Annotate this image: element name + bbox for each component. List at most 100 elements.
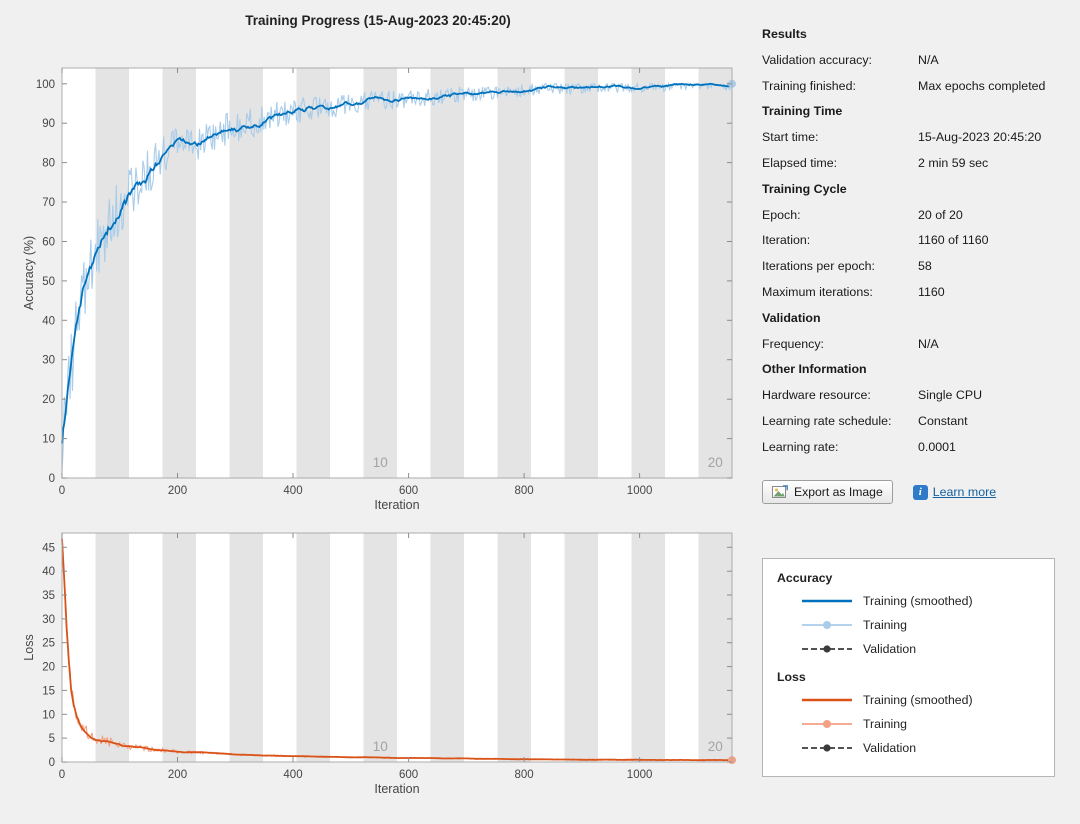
- info-value: Max epochs completed: [918, 78, 1046, 93]
- svg-text:10: 10: [373, 739, 388, 754]
- legend-item: Training: [777, 613, 1054, 637]
- svg-text:20: 20: [42, 394, 55, 406]
- legend: Accuracy Training (smoothed) Training Valid…: [762, 558, 1055, 777]
- info-value: 2 min 59 sec: [918, 155, 989, 170]
- svg-text:200: 200: [168, 769, 187, 781]
- legend-item-label: Validation: [863, 642, 917, 656]
- info-icon: i: [912, 484, 928, 500]
- info-row: Iterations per epoch: 58: [762, 254, 1068, 280]
- svg-text:600: 600: [399, 769, 418, 781]
- legend-item-label: Training (smoothed): [863, 693, 973, 707]
- svg-text:600: 600: [399, 485, 418, 497]
- svg-text:60: 60: [42, 237, 55, 249]
- accuracy-chart: 10 200 200 400 600 800 10000102030405060708090…: [22, 67, 736, 512]
- results-panel: Results Validation accuracy: N/A Training f…: [762, 22, 1068, 461]
- svg-text:1000: 1000: [627, 769, 653, 781]
- svg-text:70: 70: [42, 197, 55, 209]
- svg-text:Accuracy (%): Accuracy (%): [22, 236, 36, 310]
- svg-text:50: 50: [42, 276, 55, 288]
- info-label: Learning rate schedule:: [762, 413, 892, 428]
- section-header: Other Information: [762, 362, 867, 377]
- svg-text:400: 400: [283, 485, 302, 497]
- svg-text:40: 40: [42, 315, 55, 327]
- info-row: Learning rate schedule: Constant: [762, 409, 1068, 435]
- info-row: Validation accuracy: N/A: [762, 48, 1068, 74]
- info-value: 0.0001: [918, 439, 956, 454]
- legend-item: Validation: [777, 736, 1054, 760]
- legend-line-sample: [802, 645, 852, 653]
- svg-text:30: 30: [42, 614, 55, 626]
- info-row: Start time: 15-Aug-2023 20:45:20: [762, 125, 1068, 151]
- export-button-label: Export as Image: [794, 485, 883, 499]
- info-value: Single CPU: [918, 388, 983, 403]
- info-value: 1160: [918, 284, 945, 299]
- export-as-image-button[interactable]: Export as Image: [762, 480, 893, 504]
- info-label: Start time:: [762, 130, 819, 145]
- svg-text:80: 80: [42, 158, 55, 170]
- section-header: Training Time: [762, 104, 843, 119]
- info-value: 1160 of 1160: [918, 233, 989, 248]
- info-label: Maximum iterations:: [762, 284, 873, 299]
- svg-text:400: 400: [283, 769, 302, 781]
- svg-text:25: 25: [42, 638, 55, 650]
- actions-row: Export as Image i Learn more: [762, 480, 996, 504]
- svg-text:100: 100: [36, 79, 55, 91]
- svg-text:Iteration: Iteration: [374, 782, 419, 796]
- legend-line-sample: [802, 621, 852, 629]
- info-label: Elapsed time:: [762, 155, 838, 170]
- info-value: 58: [918, 259, 932, 274]
- svg-text:Loss: Loss: [22, 634, 36, 660]
- info-label: Validation accuracy:: [762, 52, 872, 67]
- info-row: Epoch: 20 of 20: [762, 203, 1068, 229]
- section-header: Validation: [762, 310, 821, 325]
- svg-text:5: 5: [49, 733, 55, 745]
- svg-text:200: 200: [168, 485, 187, 497]
- svg-text:10: 10: [42, 434, 55, 446]
- legend-item-label: Training: [863, 618, 907, 632]
- info-value: Constant: [918, 413, 968, 428]
- info-value: 20 of 20: [918, 207, 963, 222]
- svg-text:10: 10: [42, 709, 55, 721]
- svg-text:45: 45: [42, 542, 55, 554]
- info-label: Training finished:: [762, 78, 856, 93]
- info-label: Iteration:: [762, 233, 811, 248]
- legend-line-sample: [802, 698, 852, 702]
- info-value: N/A: [918, 336, 939, 351]
- legend-item-label: Validation: [863, 741, 917, 755]
- svg-text:40: 40: [42, 566, 55, 578]
- legend-item: Training (smoothed): [777, 688, 1054, 712]
- svg-text:0: 0: [49, 757, 55, 769]
- info-label: Epoch:: [762, 207, 801, 222]
- legend-line-sample: [802, 720, 852, 728]
- svg-text:10: 10: [373, 455, 388, 470]
- svg-text:Iteration: Iteration: [374, 498, 419, 512]
- svg-text:90: 90: [42, 118, 55, 130]
- svg-text:15: 15: [42, 685, 55, 697]
- loss-chart: 10 200 200 400 600 800 1000051015202530354045I…: [22, 532, 736, 796]
- svg-text:20: 20: [708, 455, 723, 470]
- info-row: Iteration: 1160 of 1160: [762, 228, 1068, 254]
- legend-item: Validation: [777, 637, 1054, 661]
- svg-text:0: 0: [59, 769, 65, 781]
- info-row: Training finished: Max epochs completed: [762, 74, 1068, 100]
- info-label: Learning rate:: [762, 439, 839, 454]
- section-header: Training Cycle: [762, 181, 847, 196]
- legend-group-title: Loss: [777, 670, 806, 684]
- legend-item: Training: [777, 712, 1054, 736]
- legend-line-sample: [802, 744, 852, 752]
- learn-more-link[interactable]: Learn more: [932, 485, 997, 499]
- page-title: Training Progress (15-Aug-2023 20:45:20): [245, 13, 511, 28]
- legend-item: Training (smoothed): [777, 589, 1054, 613]
- legend-group-title: Accuracy: [777, 571, 833, 585]
- info-row: Frequency: N/A: [762, 332, 1068, 358]
- info-value: 15-Aug-2023 20:45:20: [918, 130, 1042, 145]
- svg-text:0: 0: [59, 485, 65, 497]
- info-label: Iterations per epoch:: [762, 259, 875, 274]
- svg-text:20: 20: [42, 662, 55, 674]
- svg-text:0: 0: [49, 473, 55, 485]
- svg-text:35: 35: [42, 590, 55, 602]
- svg-text:20: 20: [708, 739, 723, 754]
- info-row: Maximum iterations: 1160: [762, 280, 1068, 306]
- export-image-icon: [772, 485, 788, 498]
- svg-text:800: 800: [515, 485, 534, 497]
